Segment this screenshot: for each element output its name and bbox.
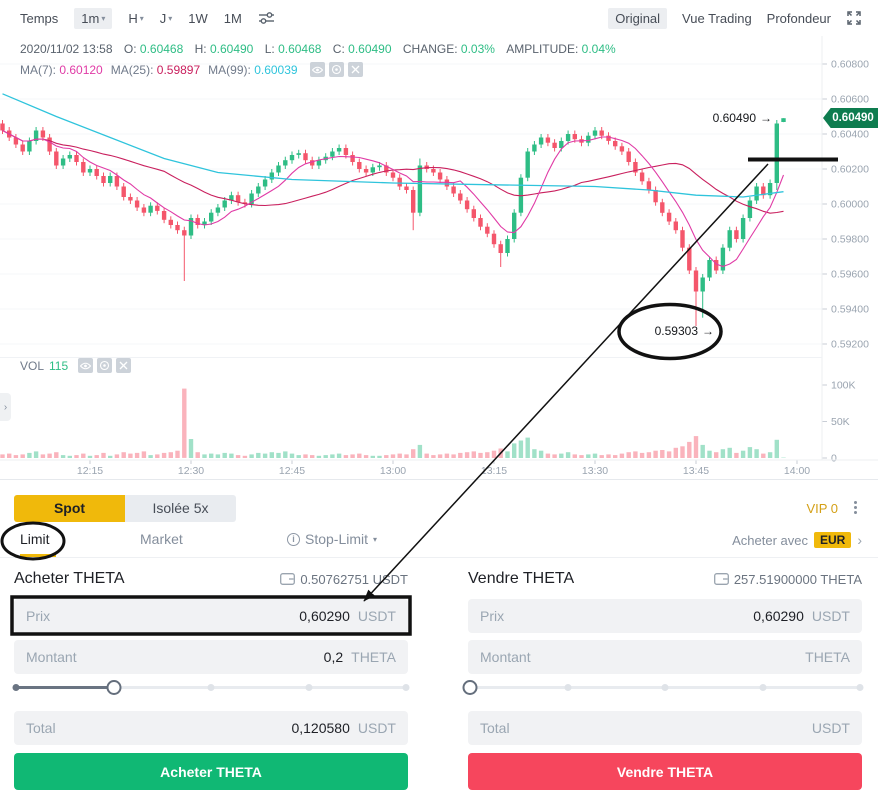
close-icon[interactable]: [116, 358, 132, 373]
temps-label: Temps: [20, 10, 59, 26]
svg-text:13:00: 13:00: [380, 465, 406, 477]
panel-expand-toggle[interactable]: ›: [0, 393, 11, 421]
buy-button[interactable]: Acheter THETA: [14, 753, 408, 790]
wallet-icon: [713, 573, 729, 585]
slider-stop[interactable]: [856, 684, 864, 691]
interval-h[interactable]: H ▾: [128, 10, 144, 26]
svg-text:13:30: 13:30: [582, 465, 608, 477]
buy-with-eur-link[interactable]: Acheter avec EUR ›: [732, 532, 862, 548]
view-profondeur[interactable]: Profondeur: [766, 10, 831, 26]
account-tabs: Spot Isolée 5x: [14, 495, 236, 522]
low-price-callout: 0.59303 →: [654, 324, 714, 338]
svg-text:0.60200: 0.60200: [831, 164, 869, 176]
interval-j[interactable]: J ▾: [159, 10, 173, 26]
slider-stop[interactable]: [661, 684, 669, 691]
slider-stop[interactable]: [759, 684, 766, 691]
candle-datetime: 2020/11/02 13:58: [20, 42, 113, 56]
svg-text:0.59200: 0.59200: [831, 339, 869, 351]
svg-text:100K: 100K: [831, 380, 856, 392]
sell-total-input[interactable]: Total USDT: [468, 711, 862, 745]
sell-title: Vendre THETA: [468, 570, 575, 587]
slider-handle[interactable]: [462, 679, 478, 695]
target-icon[interactable]: [97, 358, 113, 373]
svg-text:14:00: 14:00: [784, 465, 810, 477]
vip-level-link[interactable]: VIP 0: [806, 501, 838, 516]
order-type-stop-limit[interactable]: i Stop-Limit ▾: [287, 531, 377, 547]
svg-text:0.59400: 0.59400: [831, 304, 869, 316]
interval-group: Temps 1m ▾ H ▾ J ▾ 1W 1M: [20, 7, 275, 29]
ohlc-legend: 2020/11/02 13:58 O: 0.60468 H: 0.60490 L…: [20, 42, 616, 56]
svg-text:13:45: 13:45: [683, 465, 709, 477]
eur-badge: EUR: [813, 532, 852, 548]
slider-stop[interactable]: [402, 684, 410, 691]
indicator-settings-icon[interactable]: [258, 10, 275, 26]
svg-text:50K: 50K: [831, 416, 850, 428]
slider-stop[interactable]: [305, 684, 312, 691]
buy-title: Acheter THETA: [14, 570, 125, 587]
sell-column: Vendre THETA 257.51900000 THETA Prix 0,6…: [462, 568, 864, 807]
sell-balance: 257.51900000 THETA: [713, 572, 862, 587]
fullscreen-icon[interactable]: [846, 10, 862, 26]
sell-price-input[interactable]: Prix 0,60290 USDT: [468, 599, 862, 633]
sell-amount-input[interactable]: Montant THETA: [468, 640, 862, 674]
order-type-limit[interactable]: Limit: [20, 531, 50, 547]
close-icon[interactable]: [347, 62, 363, 77]
view-trading[interactable]: Vue Trading: [682, 10, 752, 26]
view-original[interactable]: Original: [608, 7, 668, 29]
svg-text:12:15: 12:15: [77, 465, 103, 477]
buy-amount-slider[interactable]: [12, 676, 410, 698]
tab-spot[interactable]: Spot: [14, 495, 125, 522]
svg-text:0.59600: 0.59600: [831, 269, 869, 281]
buy-total-input[interactable]: Total 0,120580 USDT: [14, 711, 408, 745]
caret-down-icon: ▾: [139, 13, 144, 23]
volume-legend: VOL 115: [20, 358, 132, 373]
caret-down-icon: ▾: [373, 534, 378, 544]
slider-handle[interactable]: [106, 679, 121, 695]
wallet-icon: [280, 573, 296, 585]
caret-down-icon: ▾: [101, 13, 106, 23]
last-price-tag: 0.60490: [823, 108, 878, 128]
target-icon[interactable]: [328, 62, 344, 77]
arrow-right-icon: →: [702, 324, 714, 338]
caret-down-icon: ▾: [168, 13, 173, 23]
svg-text:0.59800: 0.59800: [831, 234, 869, 246]
info-icon: i: [287, 532, 300, 546]
sell-button[interactable]: Vendre THETA: [468, 753, 862, 790]
view-group: Original Vue Trading Profondeur: [608, 7, 862, 29]
order-type-row: Limit Market i Stop-Limit ▾ Acheter avec…: [0, 528, 878, 558]
svg-text:0.60400: 0.60400: [831, 129, 869, 141]
kebab-menu-icon[interactable]: [850, 499, 860, 516]
svg-text:0.60800: 0.60800: [831, 59, 869, 71]
slider-stop[interactable]: [207, 684, 215, 691]
buy-column: Acheter THETA 0.50762751 USDT Prix 0,602…: [12, 568, 410, 807]
order-type-market[interactable]: Market: [140, 531, 183, 547]
chevron-right-icon: ›: [857, 532, 862, 548]
sell-amount-slider[interactable]: [462, 676, 864, 698]
trade-panel: Spot Isolée 5x VIP 0 Limit Market i Stop…: [0, 480, 878, 807]
svg-text:12:45: 12:45: [279, 465, 305, 477]
active-tab-underline: [20, 554, 56, 557]
slider-stop[interactable]: [12, 684, 20, 691]
buy-balance: 0.50762751 USDT: [280, 572, 408, 587]
tab-isolee-5x[interactable]: Isolée 5x: [125, 495, 236, 522]
eye-icon[interactable]: [78, 358, 94, 373]
interval-1m-month[interactable]: 1M: [223, 10, 242, 26]
interval-1w[interactable]: 1W: [188, 10, 208, 26]
buy-amount-input[interactable]: Montant 0,2 THETA: [14, 640, 408, 674]
svg-text:12:30: 12:30: [178, 465, 204, 477]
svg-text:0.60000: 0.60000: [831, 199, 869, 211]
interval-1m[interactable]: 1m ▾: [74, 7, 113, 29]
high-price-callout: 0.60490 →: [712, 111, 772, 125]
svg-text:0.60600: 0.60600: [831, 94, 869, 106]
slider-stop[interactable]: [564, 684, 571, 691]
ma-legend: MA(7): 0.60120 MA(25): 0.59897 MA(99): 0…: [20, 62, 363, 77]
arrow-right-icon: →: [760, 111, 772, 125]
buy-price-input[interactable]: Prix 0,60290 USDT: [14, 599, 408, 633]
chart-toolbar: Temps 1m ▾ H ▾ J ▾ 1W 1M Original Vue Tradi…: [0, 0, 878, 36]
svg-text:13:15: 13:15: [481, 465, 507, 477]
svg-text:0: 0: [831, 453, 837, 465]
eye-icon[interactable]: [309, 62, 325, 77]
